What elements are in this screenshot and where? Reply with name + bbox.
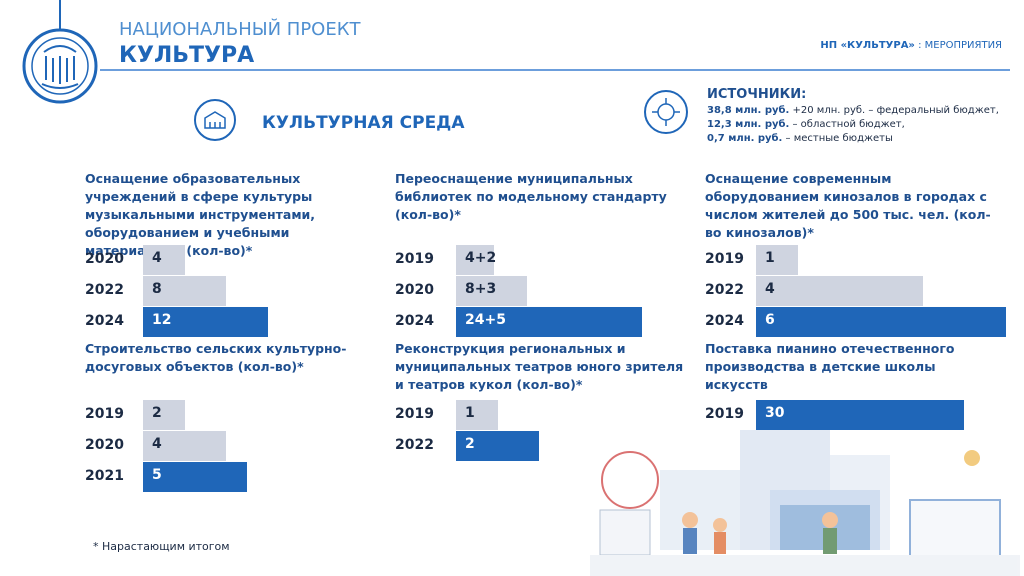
year-label: 2020 xyxy=(85,251,124,267)
panel-title: Оснащение современным оборудованием кино… xyxy=(705,171,991,240)
year-label: 2019 xyxy=(395,251,434,267)
footnote: * Нарастающим итогом xyxy=(93,540,230,553)
bar xyxy=(456,400,498,430)
year-label: 2019 xyxy=(705,406,744,422)
sources-title: ИСТОЧНИКИ: xyxy=(707,87,807,102)
value-label: 24+5 xyxy=(465,312,506,328)
panel-title: Переоснащение муниципальных библиотек по… xyxy=(395,171,667,222)
value-label: 6 xyxy=(765,312,775,328)
panel-title: Поставка пианино отечественного производ… xyxy=(705,341,955,392)
value-label: 2 xyxy=(465,436,475,452)
bar xyxy=(143,245,185,275)
bar xyxy=(143,400,185,430)
bar xyxy=(143,431,227,461)
value-label: 5 xyxy=(152,467,162,483)
source-line: 38,8 млн. руб. +20 млн. руб. – федеральн… xyxy=(707,104,999,118)
bar xyxy=(756,245,798,275)
year-label: 2024 xyxy=(85,313,124,329)
value-label: 8 xyxy=(152,281,162,297)
value-label: 30 xyxy=(765,405,785,421)
source-amount: 12,3 млн. руб. xyxy=(707,119,790,130)
panel-title: Реконструкция региональных и муниципальн… xyxy=(395,341,684,392)
header-title: КУЛЬТУРА xyxy=(119,43,255,68)
bar xyxy=(143,462,248,492)
bar xyxy=(143,276,227,306)
panel-title: Оснащение образовательных учреждений в с… xyxy=(85,171,316,258)
year-label: 2019 xyxy=(705,251,744,267)
panel-title: Строительство сельских культурно-досугов… xyxy=(85,341,347,374)
year-label: 2022 xyxy=(85,282,124,298)
bar xyxy=(143,307,268,337)
source-amount: 38,8 млн. руб. xyxy=(707,105,790,116)
nav-bold: НП «КУЛЬТУРА» xyxy=(820,40,915,51)
source-amount: 0,7 млн. руб. xyxy=(707,133,783,144)
sources-list: 38,8 млн. руб. +20 млн. руб. – федеральн… xyxy=(707,104,999,146)
value-label: 4+2 xyxy=(465,250,497,266)
bar xyxy=(456,276,527,306)
bar xyxy=(456,245,495,275)
year-label: 2024 xyxy=(705,313,744,329)
value-label: 8+3 xyxy=(465,281,497,297)
source-text: – областной бюджет, xyxy=(789,119,905,130)
bar xyxy=(756,400,965,430)
value-label: 1 xyxy=(465,405,475,421)
bar xyxy=(456,307,642,337)
source-text: +20 млн. руб. – федеральный бюджет, xyxy=(789,105,999,116)
bar xyxy=(756,276,923,306)
section-title: КУЛЬТУРНАЯ СРЕДА xyxy=(262,113,465,133)
value-label: 12 xyxy=(152,312,172,328)
nav: НП «КУЛЬТУРА» : МЕРОПРИЯТИЯ xyxy=(820,40,1002,51)
year-label: 2019 xyxy=(395,406,434,422)
bar xyxy=(756,307,1006,337)
year-label: 2019 xyxy=(85,406,124,422)
year-label: 2021 xyxy=(85,468,124,484)
year-label: 2020 xyxy=(85,437,124,453)
year-label: 2022 xyxy=(395,437,434,453)
bar xyxy=(456,431,540,461)
value-label: 4 xyxy=(765,281,775,297)
year-label: 2024 xyxy=(395,313,434,329)
source-line: 12,3 млн. руб. – областной бюджет, xyxy=(707,118,999,132)
value-label: 4 xyxy=(152,436,162,452)
source-line: 0,7 млн. руб. – местные бюджеты xyxy=(707,132,999,146)
year-label: 2022 xyxy=(705,282,744,298)
value-label: 2 xyxy=(152,405,162,421)
year-label: 2020 xyxy=(395,282,434,298)
value-label: 4 xyxy=(152,250,162,266)
nav-rest: : МЕРОПРИЯТИЯ xyxy=(914,40,1002,51)
source-text: – местные бюджеты xyxy=(782,133,893,144)
header-subtitle: НАЦИОНАЛЬНЫЙ ПРОЕКТ xyxy=(119,19,361,40)
value-label: 1 xyxy=(765,250,775,266)
